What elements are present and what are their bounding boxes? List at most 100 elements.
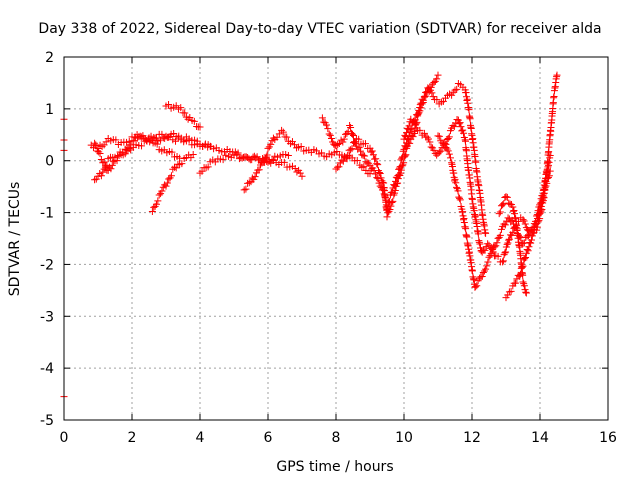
data-point [482, 265, 490, 273]
data-point [512, 279, 520, 287]
data-point [462, 225, 470, 233]
data-point [499, 258, 507, 266]
data-point [457, 123, 465, 131]
data-point [446, 154, 454, 162]
data-point [532, 220, 540, 228]
data-point [399, 147, 407, 155]
data-point [415, 109, 423, 117]
data-point [91, 176, 99, 184]
y-tick-label: -3 [40, 309, 54, 325]
data-point [127, 141, 135, 149]
data-point [451, 175, 459, 183]
data-point [96, 149, 104, 157]
data-point [393, 180, 401, 188]
data-point [416, 104, 424, 112]
data-point [394, 175, 402, 183]
data-point [245, 179, 253, 187]
data-point [471, 283, 479, 291]
data-point [434, 71, 442, 79]
data-point [335, 139, 343, 147]
y-axis-label: SDTVAR / TECUs [7, 182, 23, 297]
chart-title: Day 338 of 2022, Sidereal Day-to-day VTE… [38, 21, 601, 37]
data-point [184, 115, 192, 123]
data-point [545, 158, 553, 166]
series-arc-9 [332, 79, 490, 237]
data-point [503, 193, 511, 201]
data-point [345, 146, 353, 154]
data-point [518, 263, 526, 271]
data-point [423, 133, 431, 141]
data-point [478, 273, 486, 281]
data-point [97, 172, 105, 180]
data-point [403, 129, 411, 137]
data-point [410, 117, 418, 125]
series-arc-11 [434, 132, 554, 291]
data-point [510, 207, 518, 215]
data-point [167, 172, 175, 180]
data-point [553, 71, 561, 79]
data-point [374, 161, 382, 169]
data-point [525, 243, 533, 251]
data-point [234, 149, 242, 157]
data-point [178, 160, 186, 168]
data-point [99, 168, 107, 176]
data-point [456, 119, 464, 127]
data-point [333, 163, 341, 171]
data-point [475, 237, 483, 245]
data-point [416, 101, 424, 109]
data-point [429, 93, 437, 101]
data-point [361, 152, 369, 160]
data-point [435, 148, 443, 156]
data-point [101, 162, 109, 170]
data-point [433, 96, 441, 104]
data-point [454, 187, 462, 195]
x-tick-label: 4 [196, 430, 205, 446]
data-point [430, 79, 438, 87]
data-point [177, 104, 185, 112]
data-point [452, 179, 460, 187]
x-tick-label: 2 [128, 430, 137, 446]
y-tick-label: 2 [45, 50, 54, 66]
y-tick-label: 0 [45, 154, 54, 170]
data-point [481, 246, 489, 254]
data-point [351, 138, 359, 146]
data-point [400, 159, 408, 167]
x-axis-label: GPS time / hours [276, 459, 393, 475]
data-point [527, 239, 535, 247]
data-point [543, 169, 551, 177]
data-point [522, 253, 530, 261]
data-point [424, 135, 432, 143]
data-point [251, 173, 259, 181]
data-point [387, 202, 395, 210]
data-point [283, 133, 291, 141]
data-point [193, 137, 201, 145]
data-point [519, 216, 527, 224]
data-point [397, 166, 405, 174]
y-tick-label: 1 [45, 102, 54, 118]
data-point [114, 152, 122, 160]
data-point [504, 291, 512, 299]
data-point [474, 230, 482, 238]
data-point [430, 146, 438, 154]
data-point [445, 150, 453, 158]
data-point [426, 138, 434, 146]
data-point [472, 158, 480, 166]
data-point [108, 161, 116, 169]
data-point [508, 231, 516, 239]
data-point [125, 145, 133, 153]
data-point [171, 163, 178, 171]
data-point [322, 121, 330, 129]
data-point [507, 287, 515, 295]
data-point [524, 247, 532, 255]
data-point [361, 140, 369, 148]
series-arc-6 [196, 150, 292, 177]
data-point [496, 231, 504, 239]
data-point [492, 242, 500, 250]
data-point [389, 197, 397, 205]
x-tick-label: 12 [463, 430, 481, 446]
series-arc-8 [318, 71, 442, 213]
x-tick-label: 8 [332, 430, 341, 446]
data-point [278, 126, 286, 134]
data-point [233, 150, 241, 158]
data-point [138, 142, 146, 150]
